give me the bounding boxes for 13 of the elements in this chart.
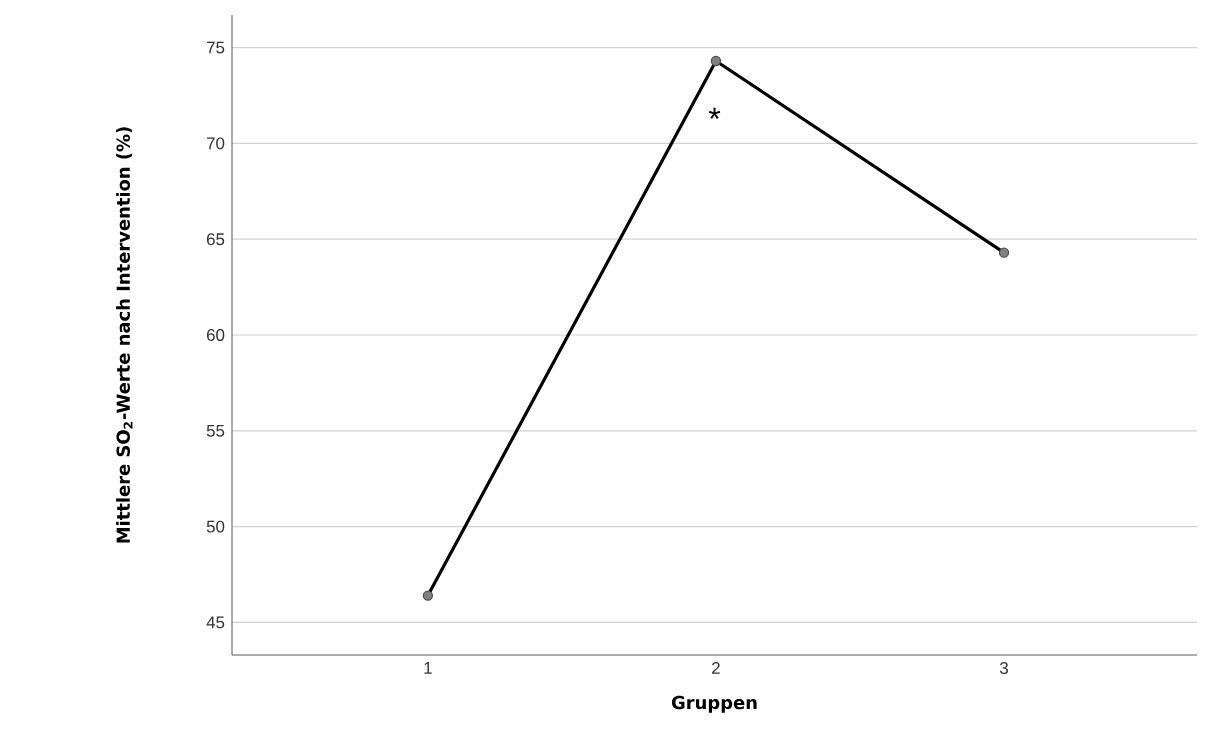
y-tick-label: 50 (206, 520, 225, 533)
x-axis-title: Gruppen (671, 695, 757, 713)
x-tick-label: 1 (424, 662, 432, 674)
y-tick-label: 45 (206, 616, 225, 629)
text: Mittlere SO$_{2}$-Werte nach Intervention (%) (116, 127, 133, 543)
y-tick-label: 75 (207, 41, 225, 54)
y-tick-label: 70 (207, 137, 225, 150)
y-tick-label: 55 (206, 424, 225, 437)
x-tick-label: 3 (999, 662, 1008, 675)
y-tick-label: 60 (207, 329, 225, 341)
x-tick-label: 2 (712, 662, 720, 674)
y-tick-label: 65 (207, 233, 225, 246)
annotation: * (708, 107, 721, 119)
